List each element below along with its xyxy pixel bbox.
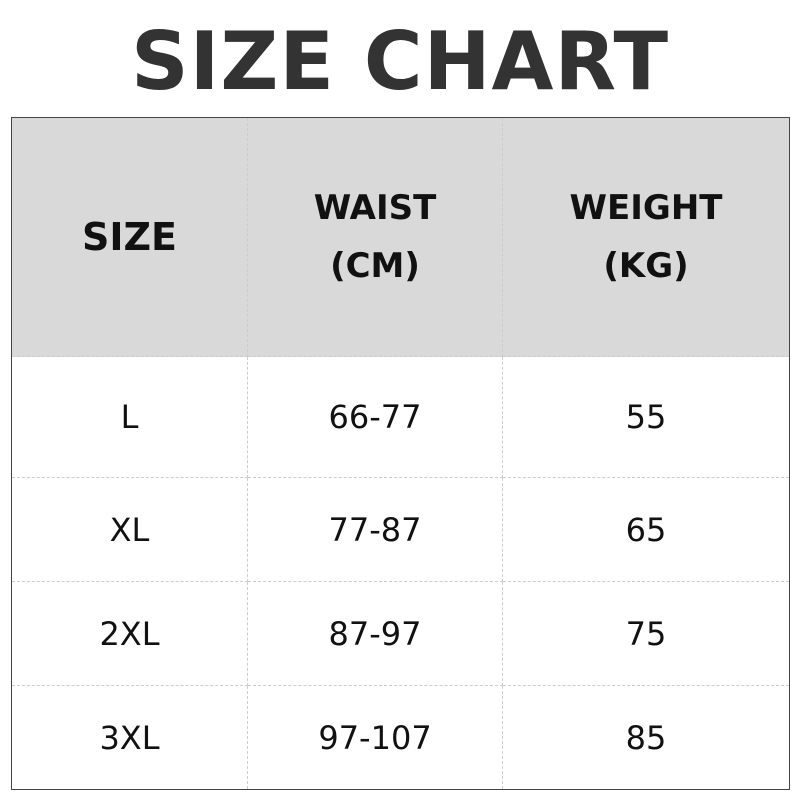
header-waist-unit: (CM) xyxy=(330,246,420,286)
size-chart-table: SIZE WAIST (CM) WEIGHT (KG) L 66-77 55 XL … xyxy=(11,117,790,790)
cell-waist: 97-107 xyxy=(247,685,503,790)
cell-weight: 55 xyxy=(502,356,790,478)
cell-weight: 75 xyxy=(502,581,790,686)
header-waist: WAIST (CM) xyxy=(247,117,503,357)
cell-waist: 77-87 xyxy=(247,477,503,582)
cell-waist: 66-77 xyxy=(247,356,503,478)
page-title: SIZE CHART xyxy=(130,15,670,108)
cell-waist: 87-97 xyxy=(247,581,503,686)
table-row: L 66-77 55 xyxy=(11,356,790,478)
cell-size: 2XL xyxy=(11,581,248,686)
table-row: 3XL 97-107 85 xyxy=(11,685,790,790)
header-weight-label: WEIGHT xyxy=(569,188,723,228)
cell-weight: 65 xyxy=(502,477,790,582)
table-row: 2XL 87-97 75 xyxy=(11,581,790,686)
table-row: XL 77-87 65 xyxy=(11,477,790,582)
header-weight-unit: (KG) xyxy=(603,246,689,286)
header-weight: WEIGHT (KG) xyxy=(502,117,790,357)
cell-weight: 85 xyxy=(502,685,790,790)
cell-size: XL xyxy=(11,477,248,582)
cell-size: L xyxy=(11,356,248,478)
header-size: SIZE xyxy=(11,117,248,357)
header-waist-label: WAIST xyxy=(313,188,437,228)
cell-size: 3XL xyxy=(11,685,248,790)
header-row: SIZE WAIST (CM) WEIGHT (KG) xyxy=(11,117,790,357)
